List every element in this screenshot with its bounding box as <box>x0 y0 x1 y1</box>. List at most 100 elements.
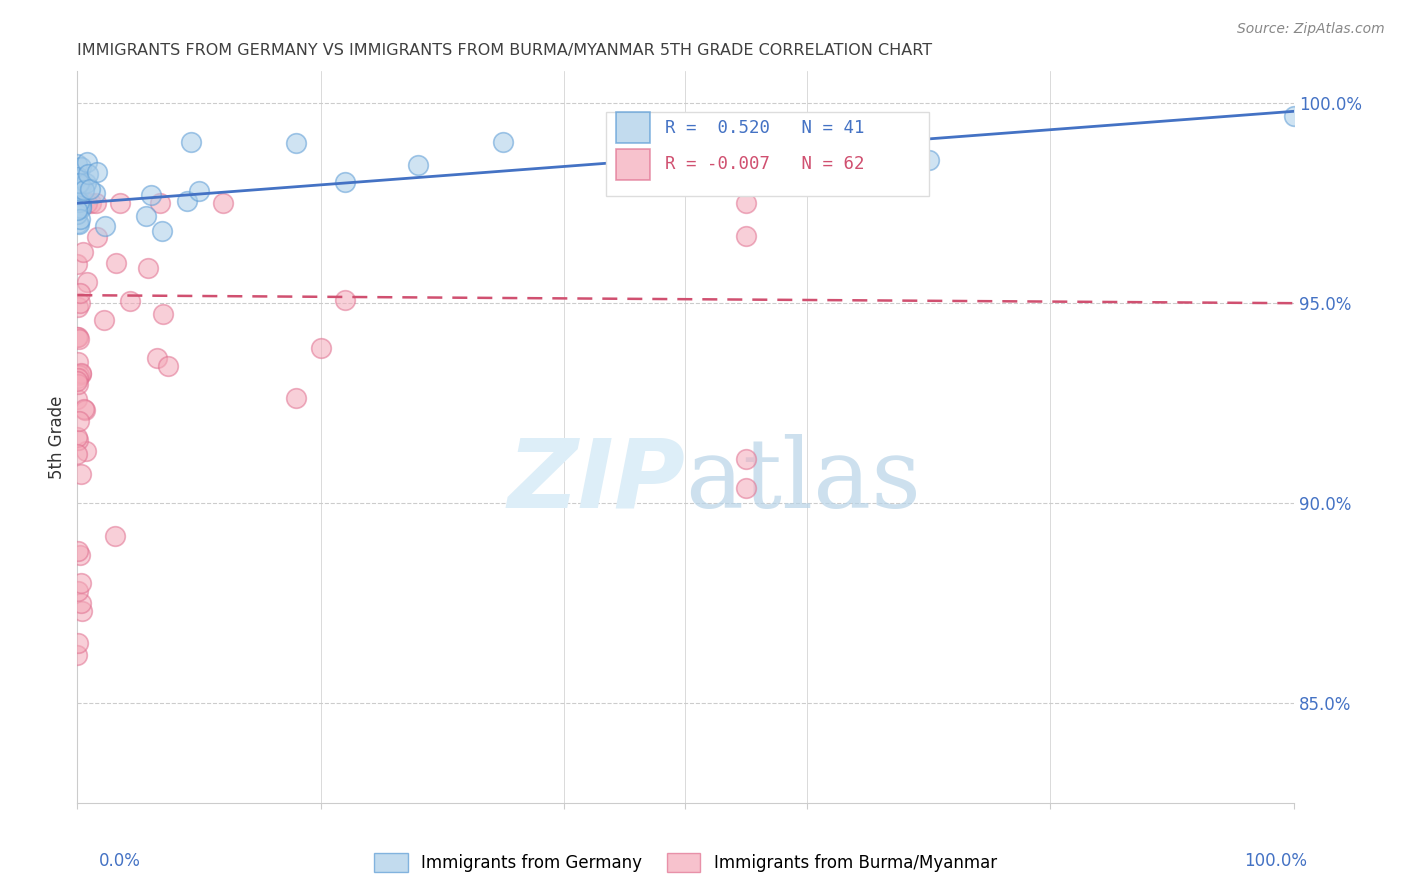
Point <box>66 170 89 185</box>
Point <box>188 184 211 198</box>
Legend: Immigrants from Germany, Immigrants from Burma/Myanmar: Immigrants from Germany, Immigrants from… <box>367 846 1004 879</box>
Point <box>118 293 141 308</box>
Text: R = -0.007   N = 62: R = -0.007 N = 62 <box>665 155 865 173</box>
Point <box>141 188 163 202</box>
Point <box>66 392 89 407</box>
Point <box>75 176 97 190</box>
Point <box>66 196 89 211</box>
Point <box>104 256 127 270</box>
Point <box>492 135 515 149</box>
Point <box>84 196 107 211</box>
Point <box>176 194 198 209</box>
Point <box>69 201 91 215</box>
Point <box>152 307 174 321</box>
Point <box>70 368 93 382</box>
Point <box>73 402 96 417</box>
Point <box>66 196 89 211</box>
Point <box>66 330 89 344</box>
Point <box>66 300 89 314</box>
Text: 0.0%: 0.0% <box>98 852 141 870</box>
Point <box>79 181 101 195</box>
Point <box>69 576 91 591</box>
Point <box>70 161 93 175</box>
Point <box>66 447 89 461</box>
Point <box>735 164 758 178</box>
Point <box>149 196 172 211</box>
Point <box>67 636 90 650</box>
Text: atlas: atlas <box>686 434 921 528</box>
Point <box>67 368 90 382</box>
Text: ZIP: ZIP <box>508 434 686 527</box>
Point <box>66 196 89 211</box>
FancyBboxPatch shape <box>606 112 929 195</box>
Point <box>66 196 89 211</box>
Point <box>70 596 93 610</box>
Point <box>67 371 90 385</box>
Point <box>285 391 308 405</box>
Y-axis label: 5th Grade: 5th Grade <box>48 395 66 479</box>
Point <box>66 196 89 211</box>
Point <box>67 217 90 231</box>
Point <box>94 219 117 233</box>
Point <box>135 209 157 223</box>
Point <box>73 402 96 417</box>
Point <box>66 430 89 444</box>
Point <box>66 202 89 217</box>
Point <box>285 136 308 151</box>
Point <box>70 366 93 380</box>
FancyBboxPatch shape <box>616 112 650 143</box>
Point <box>76 196 98 211</box>
Point <box>108 196 131 211</box>
Point <box>1282 109 1305 123</box>
Point <box>69 295 91 310</box>
Point <box>72 244 94 259</box>
Point <box>66 196 89 211</box>
Point <box>76 167 98 181</box>
Point <box>70 178 93 193</box>
Point <box>180 135 202 149</box>
Point <box>86 230 108 244</box>
Text: IMMIGRANTS FROM GERMANY VS IMMIGRANTS FROM BURMA/MYANMAR 5TH GRADE CORRELATION C: IMMIGRANTS FROM GERMANY VS IMMIGRANTS FR… <box>77 43 932 58</box>
Point <box>69 196 91 211</box>
Point <box>66 171 89 186</box>
Point <box>735 452 758 467</box>
Point <box>735 196 758 211</box>
Point <box>86 165 108 179</box>
Point <box>73 183 96 197</box>
Point <box>66 355 89 369</box>
Text: R =  0.520   N = 41: R = 0.520 N = 41 <box>665 119 865 136</box>
Point <box>66 330 89 344</box>
Point <box>70 199 93 213</box>
Point <box>735 482 758 496</box>
Point <box>66 544 89 558</box>
Point <box>66 157 89 171</box>
Point <box>66 257 89 271</box>
Point <box>69 548 91 562</box>
Point <box>104 529 127 543</box>
Point <box>66 648 89 662</box>
Point <box>66 217 89 231</box>
Text: Source: ZipAtlas.com: Source: ZipAtlas.com <box>1237 22 1385 37</box>
Point <box>67 177 90 191</box>
Point <box>69 211 91 226</box>
Point <box>67 177 90 191</box>
Point <box>66 433 89 447</box>
Point <box>333 175 356 189</box>
Point <box>84 186 107 201</box>
Point <box>69 467 91 482</box>
Text: 100.0%: 100.0% <box>1244 852 1308 870</box>
Point <box>93 313 115 327</box>
Point <box>735 229 758 244</box>
Point <box>67 181 90 195</box>
Point <box>309 341 332 355</box>
Point <box>76 155 98 169</box>
Point <box>67 179 90 194</box>
Point <box>918 153 941 167</box>
Point <box>67 201 90 215</box>
Point <box>66 207 89 221</box>
Point <box>136 260 159 275</box>
Point <box>66 196 89 211</box>
Point <box>67 414 90 428</box>
Point <box>67 332 90 346</box>
Point <box>150 224 173 238</box>
